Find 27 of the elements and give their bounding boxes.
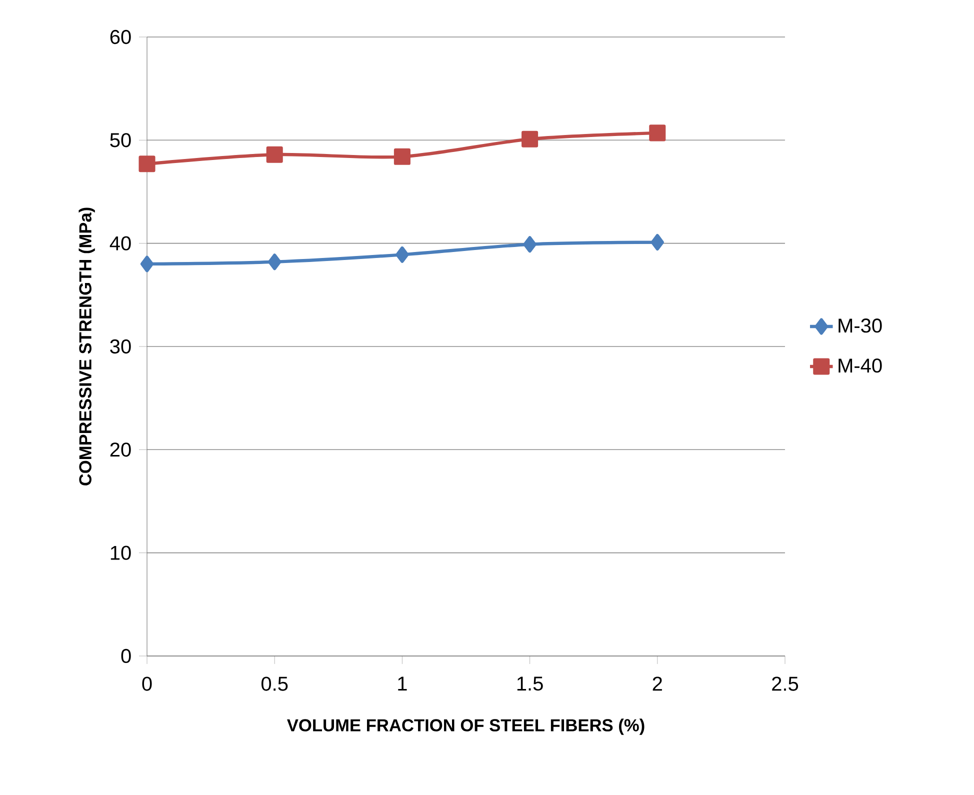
- x-tick-label: 2: [652, 676, 662, 691]
- y-tick-label: 10: [110, 546, 131, 560]
- x-tick-label: 0.5: [261, 676, 288, 691]
- point: [649, 124, 666, 142]
- point: [394, 148, 410, 165]
- point: [650, 234, 664, 251]
- y-tick-label: 60: [110, 30, 131, 44]
- y-axis-title: COMPRESSIVE STRENGTH (MPa): [78, 208, 95, 486]
- point: [140, 256, 154, 272]
- point: [523, 236, 536, 253]
- legend-label: M-40: [838, 358, 882, 373]
- x-tick-label: 1: [398, 676, 407, 690]
- x-tick-label: 2.5: [772, 676, 798, 691]
- y-tick-label: 30: [110, 339, 131, 354]
- y-tick-label: 50: [110, 133, 131, 148]
- legend-label: M-30: [838, 318, 882, 333]
- point: [268, 254, 282, 270]
- y-tick-label: 0: [121, 648, 131, 664]
- y-tick-label: 40: [110, 236, 131, 250]
- x-tick-label: 1.5: [517, 676, 543, 691]
- point: [138, 156, 156, 172]
- x-tick-label: 0: [142, 676, 152, 691]
- point: [396, 246, 409, 263]
- point: [522, 130, 538, 148]
- y-tick-label: 20: [110, 442, 131, 457]
- point: [266, 146, 283, 163]
- x-axis-title: VOLUME FRACTION OF STEEL FIBERS (%): [287, 718, 644, 735]
